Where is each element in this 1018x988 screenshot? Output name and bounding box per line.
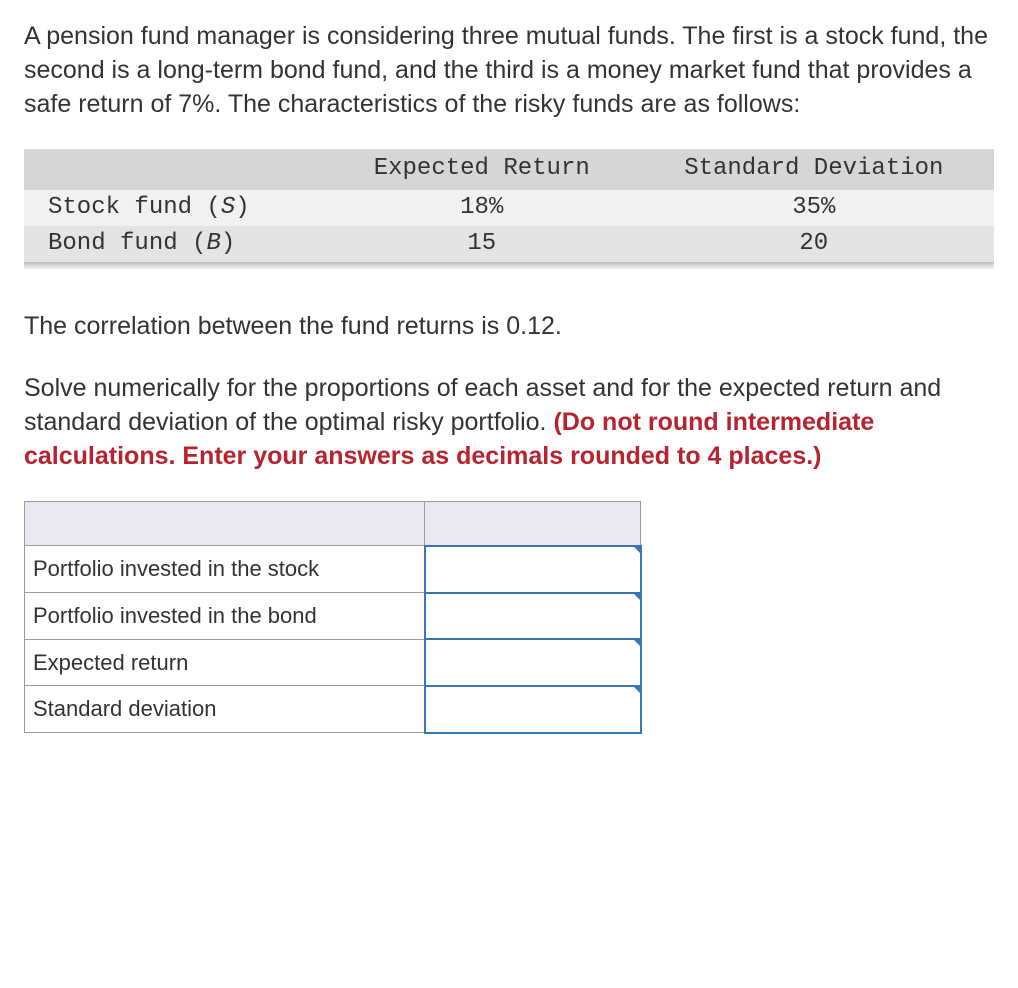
label-portfolio-stock: Portfolio invested in the stock <box>25 546 425 593</box>
table-row: Expected return <box>25 639 641 686</box>
fund-name-bond: Bond fund (B) <box>24 226 330 262</box>
table-row: Portfolio invested in the stock <box>25 546 641 593</box>
intro-paragraph: A pension fund manager is considering th… <box>24 20 994 121</box>
table-row: Portfolio invested in the bond <box>25 593 641 640</box>
table-shadow <box>24 262 994 270</box>
stock-std-dev: 35% <box>634 190 994 226</box>
table-header-expected-return: Expected Return <box>330 149 634 189</box>
table-header-empty <box>24 149 330 189</box>
answer-table: Portfolio invested in the stock Portfoli… <box>24 501 642 733</box>
standard-deviation-input[interactable] <box>426 689 640 729</box>
input-cell-expected-return[interactable] <box>425 639 641 686</box>
table-row: Bond fund (B) 15 20 <box>24 226 994 262</box>
expected-return-input[interactable] <box>426 643 640 683</box>
stock-expected-return: 18% <box>330 190 634 226</box>
corner-mark-icon <box>632 545 642 555</box>
portfolio-bond-input[interactable] <box>426 596 640 636</box>
table-row: Standard deviation <box>25 686 641 733</box>
table-row: Stock fund (S) 18% 35% <box>24 190 994 226</box>
instruction-paragraph: Solve numerically for the proportions of… <box>24 372 994 473</box>
input-cell-portfolio-bond[interactable] <box>425 593 641 640</box>
portfolio-stock-input[interactable] <box>426 549 640 589</box>
table-header-std-dev: Standard Deviation <box>634 149 994 189</box>
bond-expected-return: 15 <box>330 226 634 262</box>
corner-mark-icon <box>632 638 642 648</box>
bond-std-dev: 20 <box>634 226 994 262</box>
fund-name-stock: Stock fund (S) <box>24 190 330 226</box>
answer-header-label <box>25 502 425 546</box>
corner-mark-icon <box>632 685 642 695</box>
corner-mark-icon <box>632 592 642 602</box>
label-portfolio-bond: Portfolio invested in the bond <box>25 593 425 640</box>
answer-header-input <box>425 502 641 546</box>
fund-characteristics-table: Expected Return Standard Deviation Stock… <box>24 149 994 270</box>
correlation-text: The correlation between the fund returns… <box>24 310 994 344</box>
input-cell-portfolio-stock[interactable] <box>425 546 641 593</box>
input-cell-std-dev[interactable] <box>425 686 641 733</box>
label-expected-return: Expected return <box>25 639 425 686</box>
label-std-dev: Standard deviation <box>25 686 425 733</box>
